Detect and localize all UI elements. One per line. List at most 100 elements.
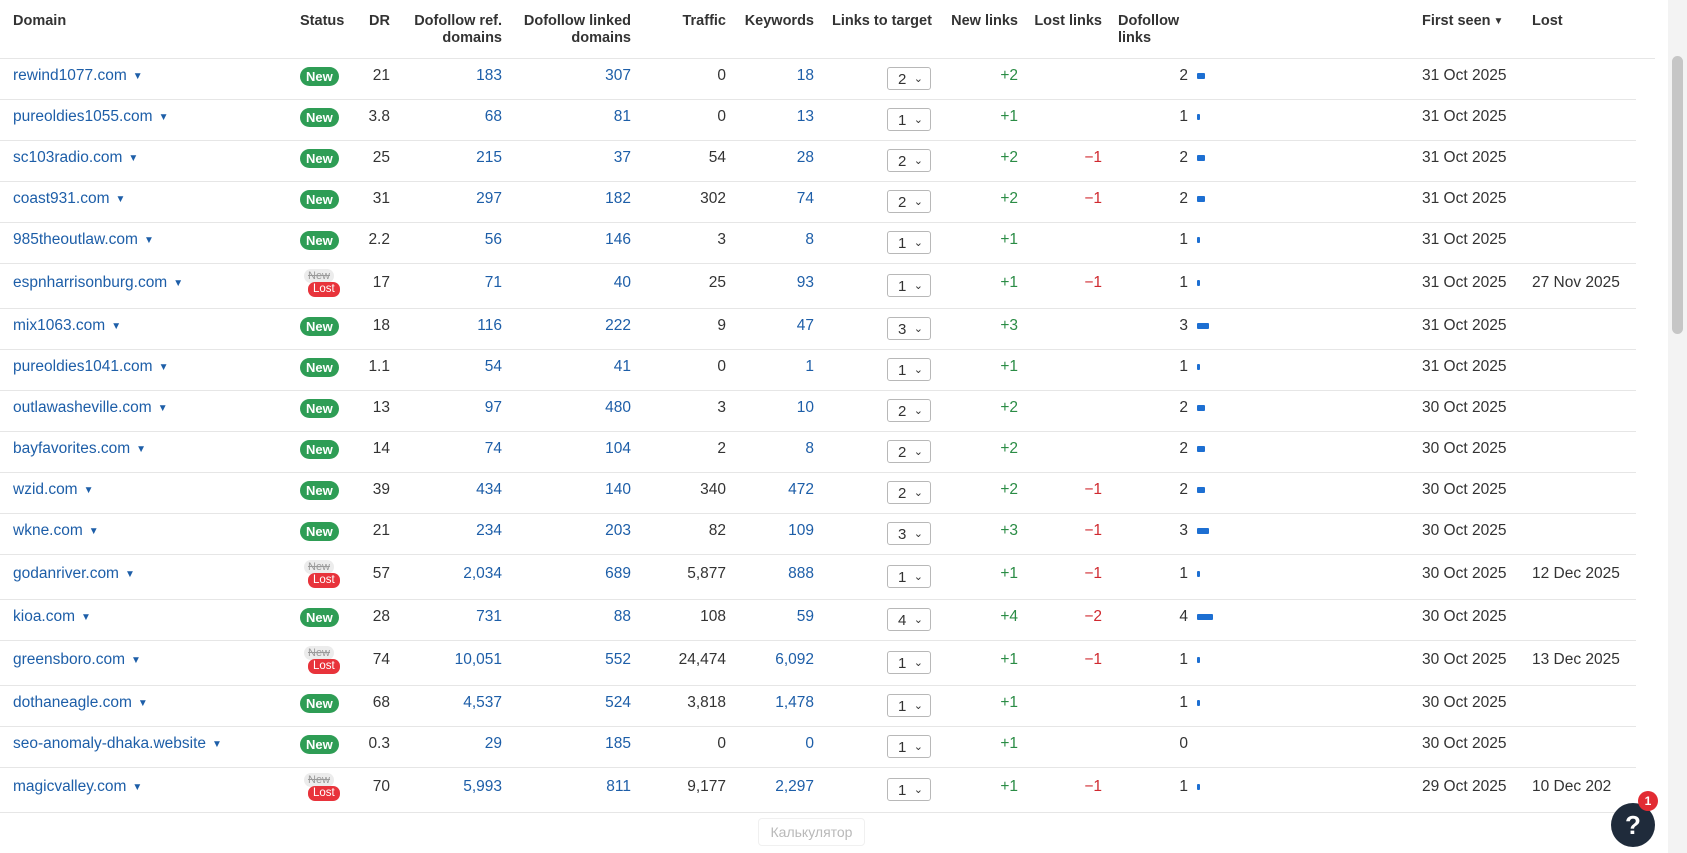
- domain-link[interactable]: sc103radio.com ▼: [13, 148, 138, 169]
- linked-domains-link[interactable]: 222: [605, 317, 631, 334]
- col-traffic[interactable]: Traffic: [640, 13, 726, 30]
- caret-down-icon[interactable]: ▼: [173, 278, 184, 289]
- keywords-link[interactable]: 8: [805, 440, 814, 457]
- domain-link[interactable]: mix1063.com ▼: [13, 316, 121, 337]
- domain-link[interactable]: 985theoutlaw.com ▼: [13, 230, 154, 251]
- domain-link[interactable]: bayfavorites.com ▼: [13, 439, 146, 460]
- links-to-target-select[interactable]: 1 ⌄: [887, 735, 931, 758]
- links-to-target-select[interactable]: 4 ⌄: [887, 608, 931, 631]
- domain-link[interactable]: coast931.com ▼: [13, 189, 125, 210]
- caret-down-icon[interactable]: ▼: [128, 153, 139, 164]
- domain-link[interactable]: greensboro.com ▼: [13, 650, 141, 671]
- caret-down-icon[interactable]: ▼: [158, 112, 169, 123]
- domain-link[interactable]: espnharrisonburg.com ▼: [13, 273, 183, 294]
- keywords-link[interactable]: 888: [788, 565, 814, 582]
- col-links-to-target[interactable]: Links to target: [832, 13, 932, 30]
- domain-link[interactable]: magicvalley.com ▼: [13, 777, 142, 798]
- keywords-link[interactable]: 0: [805, 735, 814, 752]
- linked-domains-link[interactable]: 146: [605, 231, 631, 248]
- keywords-link[interactable]: 18: [796, 67, 814, 84]
- ref-domains-link[interactable]: 4,537: [463, 694, 502, 711]
- caret-down-icon[interactable]: ▼: [132, 782, 143, 793]
- links-to-target-select[interactable]: 1 ⌄: [887, 778, 931, 801]
- ref-domains-link[interactable]: 29: [484, 735, 502, 752]
- col-lost-links[interactable]: Lost links: [1020, 13, 1102, 30]
- keywords-link[interactable]: 1: [805, 358, 814, 375]
- linked-domains-link[interactable]: 480: [605, 399, 631, 416]
- keywords-link[interactable]: 74: [796, 190, 814, 207]
- links-to-target-select[interactable]: 1 ⌄: [887, 108, 931, 131]
- ref-domains-link[interactable]: 434: [476, 481, 502, 498]
- ref-domains-link[interactable]: 56: [484, 231, 502, 248]
- domain-link[interactable]: wzid.com ▼: [13, 480, 94, 501]
- linked-domains-link[interactable]: 307: [605, 67, 631, 84]
- links-to-target-select[interactable]: 1 ⌄: [887, 565, 931, 588]
- ref-domains-link[interactable]: 74: [484, 440, 502, 457]
- ref-domains-link[interactable]: 215: [476, 149, 502, 166]
- caret-down-icon[interactable]: ▼: [81, 612, 91, 623]
- scrollbar-thumb[interactable]: [1672, 56, 1683, 334]
- col-new-links[interactable]: New links: [940, 13, 1018, 30]
- col-keywords[interactable]: Keywords: [728, 13, 814, 30]
- domain-link[interactable]: dothaneagle.com ▼: [13, 693, 148, 714]
- ref-domains-link[interactable]: 116: [477, 317, 502, 334]
- linked-domains-link[interactable]: 40: [613, 274, 631, 291]
- col-dofollow-links[interactable]: Dofollow links: [1118, 13, 1179, 47]
- links-to-target-select[interactable]: 1 ⌄: [887, 651, 931, 674]
- ref-domains-link[interactable]: 54: [484, 358, 502, 375]
- keywords-link[interactable]: 472: [788, 481, 814, 498]
- col-dofollow-linked-domains[interactable]: Dofollow linked domains: [505, 13, 631, 47]
- col-lost[interactable]: Lost: [1532, 13, 1563, 30]
- keywords-link[interactable]: 109: [788, 522, 814, 539]
- caret-down-icon[interactable]: ▼: [157, 403, 168, 414]
- keywords-link[interactable]: 47: [796, 317, 814, 334]
- links-to-target-select[interactable]: 2 ⌄: [887, 149, 931, 172]
- ref-domains-link[interactable]: 97: [484, 399, 502, 416]
- keywords-link[interactable]: 2,297: [775, 778, 814, 795]
- caret-down-icon[interactable]: ▼: [137, 698, 148, 709]
- links-to-target-select[interactable]: 3 ⌄: [887, 522, 931, 545]
- caret-down-icon[interactable]: ▼: [143, 235, 154, 246]
- ref-domains-link[interactable]: 5,993: [463, 778, 502, 795]
- caret-down-icon[interactable]: ▼: [136, 444, 147, 455]
- linked-domains-link[interactable]: 104: [605, 440, 631, 457]
- ref-domains-link[interactable]: 68: [484, 108, 502, 125]
- links-to-target-select[interactable]: 1 ⌄: [887, 274, 931, 297]
- caret-down-icon[interactable]: ▼: [124, 569, 135, 580]
- linked-domains-link[interactable]: 41: [613, 358, 631, 375]
- domain-link[interactable]: outlawasheville.com ▼: [13, 398, 168, 419]
- links-to-target-select[interactable]: 2 ⌄: [887, 67, 931, 90]
- links-to-target-select[interactable]: 1 ⌄: [887, 694, 931, 717]
- domain-link[interactable]: wkne.com ▼: [13, 521, 99, 542]
- domain-link[interactable]: seo-anomaly-dhaka.website ▼: [13, 734, 222, 755]
- links-to-target-select[interactable]: 2 ⌄: [887, 481, 931, 504]
- linked-domains-link[interactable]: 203: [605, 522, 631, 539]
- col-status[interactable]: Status: [300, 13, 344, 30]
- keywords-link[interactable]: 93: [796, 274, 814, 291]
- caret-down-icon[interactable]: ▼: [158, 362, 169, 373]
- keywords-link[interactable]: 1,478: [775, 694, 814, 711]
- linked-domains-link[interactable]: 524: [605, 694, 631, 711]
- linked-domains-link[interactable]: 140: [605, 481, 631, 498]
- linked-domains-link[interactable]: 689: [605, 565, 631, 582]
- links-to-target-select[interactable]: 3 ⌄: [887, 317, 931, 340]
- caret-down-icon[interactable]: ▼: [131, 655, 141, 666]
- ref-domains-link[interactable]: 10,051: [454, 651, 502, 668]
- linked-domains-link[interactable]: 81: [613, 108, 631, 125]
- ref-domains-link[interactable]: 234: [476, 522, 502, 539]
- linked-domains-link[interactable]: 182: [605, 190, 631, 207]
- ref-domains-link[interactable]: 297: [476, 190, 502, 207]
- linked-domains-link[interactable]: 811: [606, 778, 631, 795]
- keywords-link[interactable]: 59: [796, 608, 814, 625]
- col-first-seen[interactable]: First seen ▼: [1422, 13, 1503, 30]
- ref-domains-link[interactable]: 71: [484, 274, 502, 291]
- keywords-link[interactable]: 8: [805, 231, 814, 248]
- caret-down-icon[interactable]: ▼: [212, 739, 222, 750]
- keywords-link[interactable]: 10: [796, 399, 814, 416]
- links-to-target-select[interactable]: 1 ⌄: [887, 231, 931, 254]
- caret-down-icon[interactable]: ▼: [115, 194, 126, 205]
- caret-down-icon[interactable]: ▼: [83, 485, 94, 496]
- keywords-link[interactable]: 6,092: [775, 651, 814, 668]
- caret-down-icon[interactable]: ▼: [111, 321, 122, 332]
- help-button[interactable]: ?: [1611, 803, 1655, 847]
